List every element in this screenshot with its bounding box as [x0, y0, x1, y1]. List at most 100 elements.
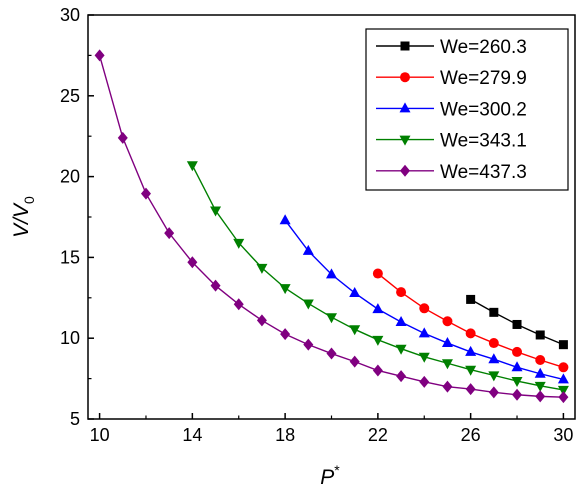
- data-point: [256, 263, 268, 274]
- legend-box: [365, 28, 569, 191]
- axes-layer: 10 14 18 22 26 30 5 10 15 20 25 30: [60, 5, 573, 445]
- data-point: [302, 299, 314, 310]
- data-point: [488, 338, 499, 349]
- x-tick-label: 26: [461, 425, 481, 445]
- data-point: [534, 367, 546, 378]
- legend-marker: [400, 41, 410, 51]
- data-point: [210, 279, 221, 292]
- data-point: [279, 214, 291, 225]
- data-point: [303, 338, 314, 351]
- data-point: [489, 307, 499, 317]
- data-point: [512, 388, 523, 401]
- data-point: [326, 347, 337, 360]
- series-We=343.1: [186, 161, 569, 396]
- data-point: [512, 346, 523, 357]
- data-point: [465, 365, 477, 376]
- data-point: [372, 364, 383, 377]
- data-point: [372, 303, 384, 314]
- y-tick-label: 15: [60, 247, 80, 267]
- data-point: [395, 316, 407, 327]
- series-We=300.2: [279, 214, 569, 384]
- y-tick-label: 10: [60, 328, 80, 348]
- data-point: [441, 337, 453, 348]
- data-point: [419, 375, 430, 388]
- data-point: [233, 238, 245, 249]
- legend-entry: We=300.2: [376, 99, 527, 120]
- data-point: [488, 371, 500, 382]
- data-point: [557, 385, 569, 396]
- data-point: [186, 161, 198, 172]
- x-tick-label: 22: [368, 425, 388, 445]
- data-point: [279, 284, 291, 295]
- legend-marker: [400, 164, 410, 177]
- data-point: [372, 268, 383, 279]
- legend: We=260.3 We=279.9 We=300.2 We=343.1 We=437.3: [365, 28, 569, 191]
- data-point: [233, 298, 244, 311]
- legend-entry: We=437.3: [376, 162, 527, 183]
- data-point: [535, 390, 546, 403]
- data-point: [187, 256, 198, 269]
- data-point: [326, 313, 337, 324]
- x-axis-title: P*: [320, 462, 340, 489]
- y-tick-label: 5: [70, 409, 80, 429]
- data-point: [280, 328, 291, 341]
- x-tick-label: 10: [90, 425, 110, 445]
- series-We=279.9: [372, 268, 569, 373]
- data-point: [511, 377, 523, 388]
- y-tick-label: 30: [60, 5, 80, 25]
- data-point: [164, 227, 175, 240]
- data-point: [117, 131, 128, 144]
- data-point: [418, 352, 430, 363]
- data-point: [535, 330, 545, 340]
- data-point: [349, 286, 361, 297]
- data-point: [349, 355, 360, 368]
- legend-label: We=260.3: [440, 37, 527, 58]
- data-point: [558, 391, 569, 404]
- x-tick-label: 18: [275, 425, 295, 445]
- data-point: [465, 345, 477, 356]
- y-tick-label: 20: [60, 167, 80, 187]
- x-tick-label: 14: [182, 425, 202, 445]
- y-axis-title: V/V0: [10, 196, 37, 238]
- data-point: [442, 380, 453, 393]
- legend-marker: [400, 72, 410, 83]
- data-point: [419, 303, 430, 314]
- y-tick-label: 25: [60, 86, 80, 106]
- data-point: [372, 335, 384, 346]
- series-We=437.3: [94, 49, 569, 404]
- y-axis-title-subscript: 0: [21, 196, 37, 204]
- data-point: [210, 206, 222, 217]
- legend-marker: [399, 102, 411, 113]
- data-point: [511, 361, 523, 372]
- data-point: [326, 268, 337, 279]
- data-point: [558, 340, 568, 350]
- x-axis-title-superscript: *: [334, 462, 340, 478]
- data-point: [349, 325, 361, 336]
- data-point: [396, 287, 407, 298]
- data-point: [466, 294, 476, 304]
- legend-entry: We=343.1: [376, 131, 527, 152]
- data-point: [140, 187, 151, 200]
- legend-label: We=343.1: [440, 131, 527, 152]
- x-axis-title-main: P: [320, 466, 334, 489]
- legend-label: We=279.9: [440, 68, 527, 89]
- data-point: [558, 362, 569, 373]
- legend-label: We=300.2: [440, 99, 527, 120]
- legend-label: We=437.3: [440, 162, 527, 183]
- y-axis-title-main: V/V: [10, 202, 33, 238]
- data-point: [488, 386, 499, 399]
- data-point: [465, 328, 476, 339]
- legend-marker: [399, 135, 411, 146]
- data-point: [465, 383, 476, 396]
- data-point: [488, 353, 500, 364]
- legend-entry: We=279.9: [376, 68, 527, 89]
- data-point: [535, 355, 546, 366]
- series-layer: [94, 49, 569, 404]
- data-point: [534, 381, 546, 392]
- data-point: [94, 49, 105, 62]
- x-tick-label: 30: [553, 425, 573, 445]
- data-point: [441, 359, 453, 370]
- data-point: [302, 244, 314, 255]
- data-point: [557, 373, 569, 384]
